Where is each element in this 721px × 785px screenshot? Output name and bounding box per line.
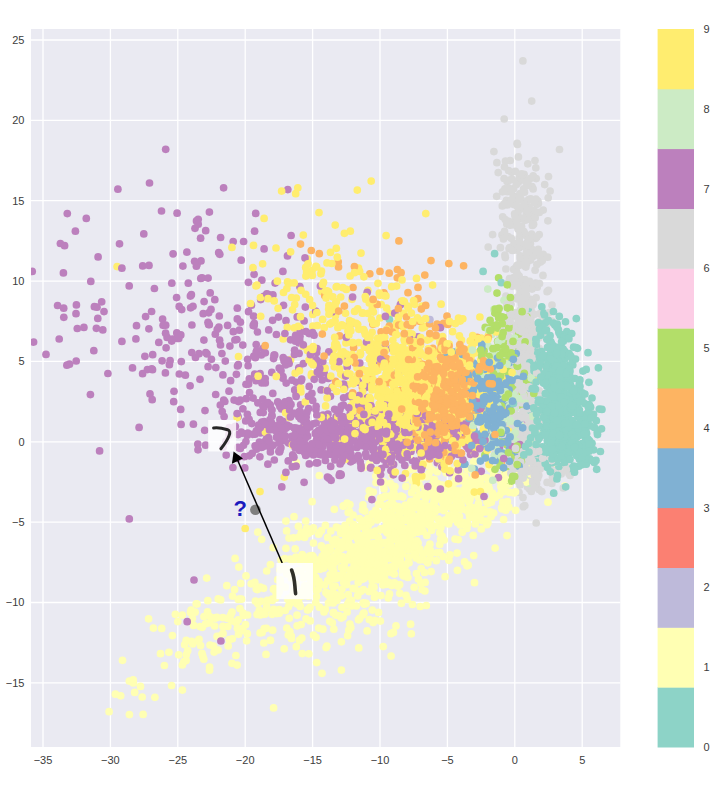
- svg-text:3: 3: [704, 502, 710, 514]
- svg-text:−5: −5: [12, 516, 25, 528]
- svg-text:8: 8: [704, 103, 710, 115]
- svg-text:−20: −20: [236, 754, 255, 766]
- svg-text:25: 25: [12, 34, 24, 46]
- svg-text:0: 0: [704, 741, 710, 753]
- svg-text:−25: −25: [168, 754, 187, 766]
- svg-text:5: 5: [704, 342, 710, 354]
- svg-text:?: ?: [234, 496, 247, 521]
- svg-text:−5: −5: [441, 754, 454, 766]
- svg-text:0: 0: [18, 436, 24, 448]
- svg-text:9: 9: [704, 23, 710, 35]
- svg-text:6: 6: [704, 262, 710, 274]
- svg-text:−35: −35: [34, 754, 53, 766]
- svg-text:20: 20: [12, 114, 24, 126]
- svg-text:15: 15: [12, 195, 24, 207]
- svg-text:−30: −30: [101, 754, 120, 766]
- svg-text:1: 1: [704, 661, 710, 673]
- svg-text:5: 5: [579, 754, 585, 766]
- svg-text:−15: −15: [6, 677, 25, 689]
- svg-text:10: 10: [12, 275, 24, 287]
- svg-text:5: 5: [18, 355, 24, 367]
- svg-text:−10: −10: [6, 596, 25, 608]
- svg-text:4: 4: [704, 422, 710, 434]
- svg-text:2: 2: [704, 581, 710, 593]
- svg-text:−10: −10: [371, 754, 390, 766]
- svg-text:0: 0: [512, 754, 518, 766]
- svg-text:−15: −15: [303, 754, 322, 766]
- svg-text:7: 7: [704, 183, 710, 195]
